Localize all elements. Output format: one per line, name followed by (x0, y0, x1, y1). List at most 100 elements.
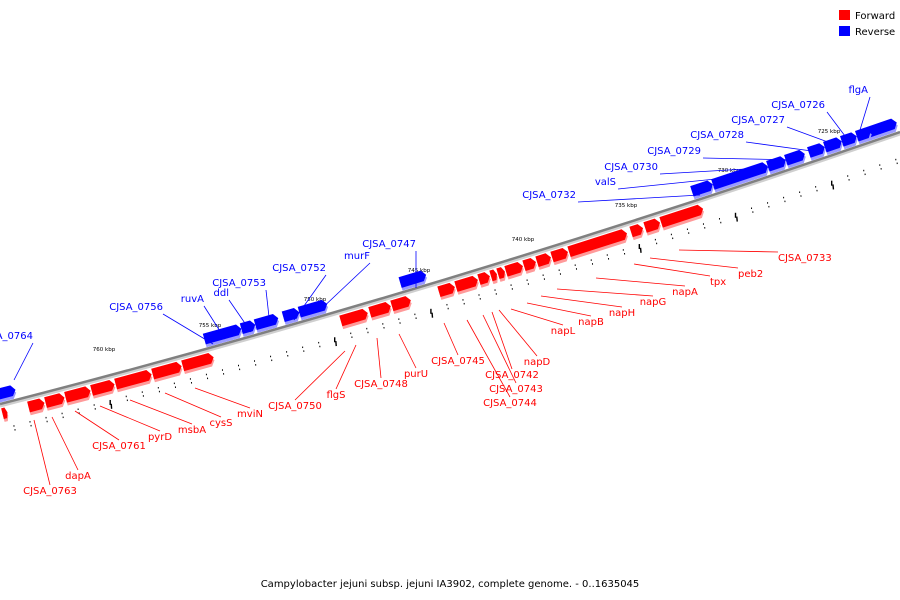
gene-puru (390, 296, 412, 315)
reverse-gene-label: CJSA_0752 (272, 263, 326, 274)
forward-leader-line (491, 311, 513, 370)
forward-gene-label: napA (672, 287, 698, 298)
reverse-leader-line (702, 157, 801, 161)
reverse-leader-line (826, 111, 849, 141)
reverse-gene-label: CJSA_0753 (212, 278, 266, 289)
gene-cyss (151, 361, 183, 383)
gene-cjsa-0748 (368, 302, 392, 321)
gene-napg (550, 247, 569, 266)
reverse-gene-label: CJSA_0732 (522, 190, 576, 201)
reverse-leader-line (293, 274, 327, 321)
forward-leader-line (498, 309, 538, 357)
forward-leader-line (51, 416, 79, 471)
gene-msba (114, 370, 153, 393)
forward-gene-label: napB (578, 317, 604, 328)
kbp-label: 730 kbp (718, 168, 741, 174)
genome-caption: Campylobacter jejuni subsp. jejuni IA390… (261, 579, 640, 590)
gene-flgs (339, 308, 369, 330)
forward-gene-label: purU (404, 369, 428, 380)
kbp-labels: 725 kbp 730 kbp 735 kbp 740 kbp 745 kbp 750 k… (93, 129, 841, 353)
gene-dapa (44, 393, 66, 411)
label-leaders (13, 96, 871, 486)
forward-leader-line (294, 350, 346, 401)
forward-leader-line (376, 337, 382, 379)
reverse-gene-label: CJSA_0726 (771, 100, 825, 111)
reverse-leader-line (745, 141, 820, 153)
legend-reverse-label: Reverse (855, 27, 895, 38)
reverse-leader-line (786, 126, 837, 146)
gene-cjsa-0742 (489, 269, 498, 285)
reverse-gene-label: CJSA_0728 (690, 130, 744, 141)
genome-backbone-shadow (0, 132, 900, 408)
gene-cjsa-0744 (454, 275, 479, 295)
forward-gene-label: flgS (327, 390, 346, 401)
gene-cjsa-0728 (823, 137, 843, 156)
legend-reverse-swatch (839, 26, 850, 36)
legend-forward-swatch (839, 10, 850, 20)
gene-pyrd (90, 380, 116, 399)
genes (0, 118, 898, 422)
kbp-label: 750 kbp (304, 297, 327, 303)
reverse-gene-label: CJSA_0756 (109, 302, 163, 313)
reverse-gene-label: CJSA_0747 (362, 239, 416, 250)
reverse-gene-label: flgA (849, 85, 869, 96)
gene-cjsa-0747 (398, 270, 427, 291)
reverse-leader-line (13, 342, 34, 381)
forward-gene-label: CJSA_0743 (489, 384, 543, 395)
forward-leader-line (335, 344, 357, 390)
scale-ticks (13, 158, 898, 431)
forward-gene-label: CJSA_0744 (483, 398, 537, 409)
forward-leader-line (74, 410, 120, 441)
forward-leader-line (99, 405, 161, 432)
forward-gene-label: pyrD (148, 432, 172, 443)
gene-murf (297, 299, 329, 321)
reverse-leader-line (265, 289, 271, 327)
gene-napb (522, 257, 537, 274)
gene-peb2 (643, 218, 661, 236)
forward-leader-line (633, 263, 711, 277)
kbp-label: 735 kbp (615, 203, 638, 209)
reverse-leader-line (577, 194, 701, 203)
forward-gene-label: tpx (710, 277, 726, 288)
gene-cjsa-0726 (854, 127, 872, 145)
forward-leader-line (194, 387, 251, 409)
forward-leader-line (540, 295, 623, 308)
legend-forward-label: Forward (855, 11, 895, 22)
reverse-gene-label: CJSA_0729 (647, 146, 701, 157)
gene-cjsa-0733 (659, 204, 705, 231)
forward-leader-line (443, 322, 459, 356)
forward-leader-line (649, 257, 739, 269)
reverse-gene-label: CJSA_0730 (604, 162, 658, 173)
forward-leader-line (398, 333, 417, 369)
forward-gene-label: CJSA_0733 (778, 253, 832, 264)
gene-cjsa-0727 (840, 132, 858, 150)
kbp-label: 760 kbp (93, 347, 116, 353)
kbp-label: 725 kbp (818, 129, 841, 135)
forward-leader-line (678, 249, 779, 253)
genome-backbone (0, 130, 900, 406)
gene-napa (567, 229, 628, 260)
gene-mvin (181, 352, 215, 374)
gene-left-edge (1, 407, 9, 422)
gene-napl (504, 261, 524, 280)
forward-gene-label: mviN (237, 409, 263, 420)
reverse-gene-label: valS (595, 177, 616, 188)
reverse-leader-line (317, 262, 371, 313)
reverse-gene-label: CJSA_0727 (731, 115, 785, 126)
kbp-label: 745 kbp (408, 268, 431, 274)
forward-gene-label: napD (524, 357, 551, 368)
kbp-label: 740 kbp (512, 237, 535, 243)
gene-tpx (629, 224, 644, 241)
forward-leader-line (33, 419, 51, 486)
gene-naph (535, 253, 552, 270)
reverse-leader-line (859, 96, 871, 131)
forward-gene-label: CJSA_0761 (92, 441, 146, 452)
gene-cjsa-0753 (253, 313, 280, 333)
reverse-gene-label: ddl (214, 288, 229, 299)
forward-leader-line (129, 399, 193, 425)
gene-flga (864, 118, 898, 141)
gene-cjsa-0763 (27, 398, 46, 416)
forward-gene-label: cysS (210, 418, 233, 429)
forward-gene-label: CJSA_0750 (268, 401, 322, 412)
